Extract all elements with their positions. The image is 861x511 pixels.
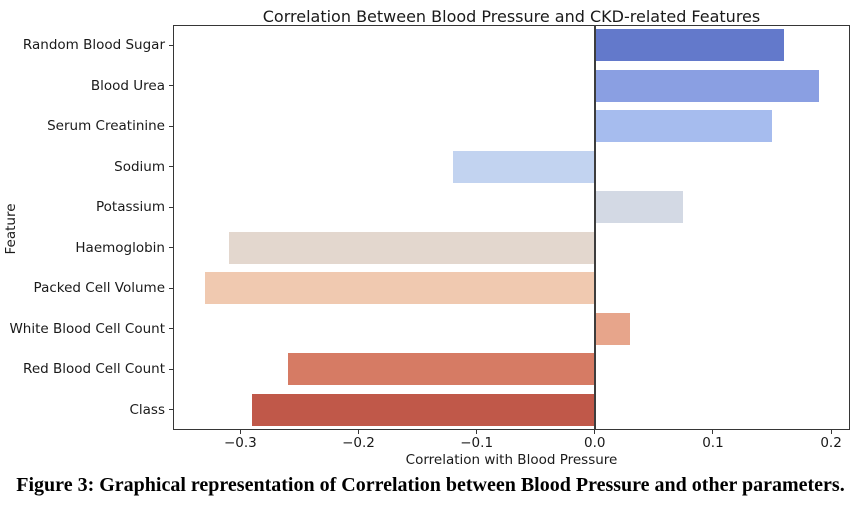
bar-white-blood-cell-count	[594, 312, 631, 345]
ytick-label-packed-cell-volume: Packed Cell Volume	[33, 280, 165, 296]
ytick-mark-blood-urea	[169, 85, 173, 87]
ytick-label-potassium: Potassium	[95, 199, 165, 215]
ytick-mark-packed-cell-volume	[169, 287, 173, 289]
ytick-label-haemoglobin: Haemoglobin	[75, 239, 165, 256]
ytick-label-sodium: Sodium	[114, 158, 165, 175]
xtick-label-−0.3: −0.3	[223, 435, 257, 451]
x-axis-label: Correlation with Blood Pressure	[405, 452, 618, 468]
ytick-mark-class	[169, 409, 173, 411]
xtick-mark-−0.3	[239, 430, 241, 434]
ytick-mark-white-blood-cell-count	[169, 328, 173, 330]
ytick-mark-red-blood-cell-count	[169, 368, 173, 370]
ytick-mark-haemoglobin	[169, 247, 173, 249]
ytick-label-blood-urea: Blood Urea	[90, 77, 165, 94]
ytick-mark-sodium	[169, 166, 173, 168]
bar-sodium	[453, 150, 595, 183]
bar-packed-cell-volume	[204, 272, 595, 305]
xtick-label-−0.1: −0.1	[460, 435, 494, 451]
bar-red-blood-cell-count	[287, 353, 595, 386]
bar-potassium	[594, 191, 684, 224]
ytick-mark-potassium	[169, 206, 173, 208]
xtick-mark-0.2	[830, 430, 832, 434]
ytick-mark-random-blood-sugar	[169, 44, 173, 46]
xtick-mark-−0.2	[357, 430, 359, 434]
xtick-label-0.0: 0.0	[584, 435, 606, 451]
ytick-label-random-blood-sugar: Random Blood Sugar	[22, 37, 165, 53]
ytick-label-class: Class	[129, 401, 165, 418]
xtick-mark-0.0	[594, 430, 596, 434]
ytick-label-white-blood-cell-count: White Blood Cell Count	[9, 320, 165, 337]
bar-haemoglobin	[228, 231, 595, 264]
chart-title: Correlation Between Blood Pressure and C…	[262, 7, 761, 26]
bar-blood-urea	[594, 69, 820, 102]
ytick-label-serum-creatinine: Serum Creatinine	[47, 118, 165, 134]
bar-serum-creatinine	[594, 110, 772, 143]
xtick-mark-−0.1	[476, 430, 478, 434]
zero-line	[594, 25, 596, 430]
xtick-label-0.2: 0.2	[820, 435, 842, 451]
xtick-label-0.1: 0.1	[702, 435, 724, 451]
ytick-mark-serum-creatinine	[169, 125, 173, 127]
figure-caption: Figure 3: Graphical representation of Co…	[16, 474, 845, 496]
bar-random-blood-sugar	[594, 29, 784, 62]
bar-class	[252, 393, 595, 426]
xtick-label-−0.2: −0.2	[342, 435, 375, 451]
xtick-mark-0.1	[712, 430, 714, 434]
ytick-label-red-blood-cell-count: Red Blood Cell Count	[23, 361, 165, 377]
